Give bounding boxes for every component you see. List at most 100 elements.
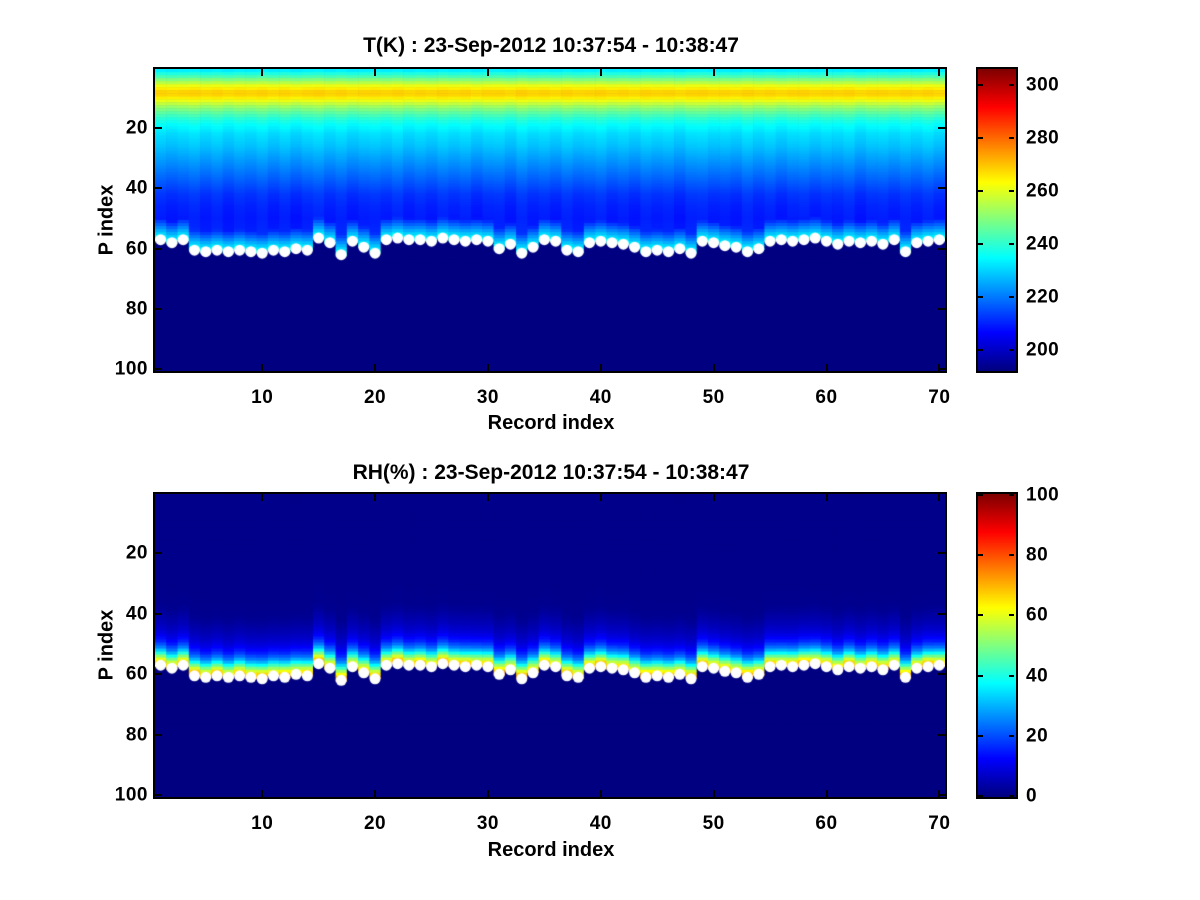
colorbar-tick-label: 220	[1026, 286, 1060, 308]
x-tick-label: 70	[928, 387, 951, 408]
y-tick-mark	[155, 126, 162, 129]
x-tick-mark	[486, 494, 489, 501]
y-tick-label: 60	[125, 238, 148, 260]
x-tick-label: 10	[251, 387, 274, 408]
colorbar-tick-mark	[978, 614, 983, 617]
x-tick-label: 30	[476, 387, 499, 408]
x-tick-mark	[486, 790, 489, 797]
y-tick-label: 80	[125, 298, 148, 320]
y-tick-mark	[155, 552, 162, 555]
colorbar-tick-mark	[978, 242, 983, 245]
humidity-title: RH(%) : 23-Sep-2012 10:37:54 - 10:38:47	[352, 461, 750, 484]
x-tick-mark	[261, 364, 264, 371]
colorbar-tick-mark	[978, 674, 983, 677]
y-tick-mark	[155, 733, 162, 736]
colorbar-tick-mark	[1009, 494, 1014, 496]
x-tick-mark	[261, 69, 264, 76]
x-tick-mark	[486, 69, 489, 76]
x-tick-mark	[599, 494, 602, 501]
colorbar-tick-mark	[978, 553, 983, 556]
y-tick-mark	[155, 308, 162, 311]
x-tick-mark	[938, 790, 941, 797]
x-tick-mark	[261, 790, 264, 797]
y-tick-mark	[938, 126, 945, 129]
x-tick-label: 50	[702, 813, 725, 834]
y-tick-mark	[155, 612, 162, 615]
colorbar-tick-mark	[1009, 295, 1014, 298]
colorbar-tick-mark	[1009, 614, 1014, 617]
colorbar-tick-mark	[1009, 735, 1014, 738]
x-tick-mark	[599, 69, 602, 76]
humidity-heatmap-canvas	[155, 494, 945, 797]
x-tick-label: 40	[589, 813, 612, 834]
y-tick-mark	[155, 794, 162, 797]
colorbar-tick-mark	[1009, 189, 1014, 192]
colorbar-tick-mark	[1009, 136, 1014, 139]
colorbar-tick-label: 100	[1026, 484, 1060, 506]
x-tick-mark	[938, 494, 941, 501]
colorbar-tick-mark	[1009, 242, 1014, 245]
colorbar-tick-mark	[978, 83, 983, 86]
colorbar-tick-label: 60	[1026, 604, 1049, 626]
x-tick-mark	[825, 494, 828, 501]
x-tick-mark	[938, 364, 941, 371]
x-tick-label: 70	[928, 813, 951, 834]
humidity-colorbar	[976, 492, 1018, 799]
x-tick-mark	[825, 69, 828, 76]
colorbar-tick-label: 40	[1026, 665, 1049, 687]
humidity-colorbar-canvas	[978, 494, 1016, 797]
x-tick-mark	[374, 790, 377, 797]
x-tick-label: 40	[589, 387, 612, 408]
y-tick-mark	[155, 247, 162, 250]
x-tick-mark	[599, 790, 602, 797]
y-tick-mark	[938, 552, 945, 555]
colorbar-tick-mark	[978, 735, 983, 738]
colorbar-tick-label: 80	[1026, 544, 1049, 566]
x-tick-mark	[825, 364, 828, 371]
y-tick-mark	[155, 673, 162, 676]
x-tick-label: 50	[702, 387, 725, 408]
y-tick-mark	[938, 733, 945, 736]
humidity-x-axis-label: Record index	[487, 839, 615, 861]
temperature-colorbar	[976, 67, 1018, 373]
y-tick-label: 40	[125, 177, 148, 199]
y-tick-mark	[938, 308, 945, 311]
colorbar-tick-mark	[978, 494, 983, 496]
x-tick-mark	[712, 364, 715, 371]
x-tick-mark	[712, 790, 715, 797]
x-tick-mark	[374, 364, 377, 371]
x-tick-mark	[261, 494, 264, 501]
y-tick-label: 60	[125, 663, 148, 685]
colorbar-tick-mark	[1009, 553, 1014, 556]
colorbar-tick-label: 200	[1026, 339, 1060, 361]
y-tick-mark	[938, 187, 945, 190]
colorbar-tick-label: 240	[1026, 233, 1060, 255]
y-tick-mark	[155, 368, 162, 371]
colorbar-tick-label: 280	[1026, 127, 1060, 149]
x-tick-mark	[938, 69, 941, 76]
colorbar-tick-mark	[978, 295, 983, 298]
y-tick-label: 100	[114, 358, 148, 380]
y-tick-mark	[938, 247, 945, 250]
colorbar-tick-mark	[978, 189, 983, 192]
temperature-x-axis-label: Record index	[487, 412, 615, 434]
colorbar-tick-mark	[978, 348, 983, 351]
y-tick-mark	[155, 187, 162, 190]
colorbar-tick-mark	[978, 136, 983, 139]
x-tick-mark	[374, 494, 377, 501]
colorbar-tick-mark	[1009, 674, 1014, 677]
x-tick-label: 60	[815, 387, 838, 408]
y-tick-label: 20	[125, 117, 148, 139]
colorbar-tick-mark	[1009, 348, 1014, 351]
colorbar-tick-label: 0	[1026, 785, 1038, 807]
x-tick-mark	[599, 364, 602, 371]
x-tick-mark	[712, 494, 715, 501]
humidity-heatmap	[153, 492, 947, 799]
x-tick-label: 10	[251, 813, 274, 834]
y-tick-label: 40	[125, 603, 148, 625]
colorbar-tick-mark	[1009, 795, 1014, 797]
x-tick-mark	[486, 364, 489, 371]
y-tick-mark	[938, 368, 945, 371]
x-tick-label: 20	[363, 387, 387, 408]
